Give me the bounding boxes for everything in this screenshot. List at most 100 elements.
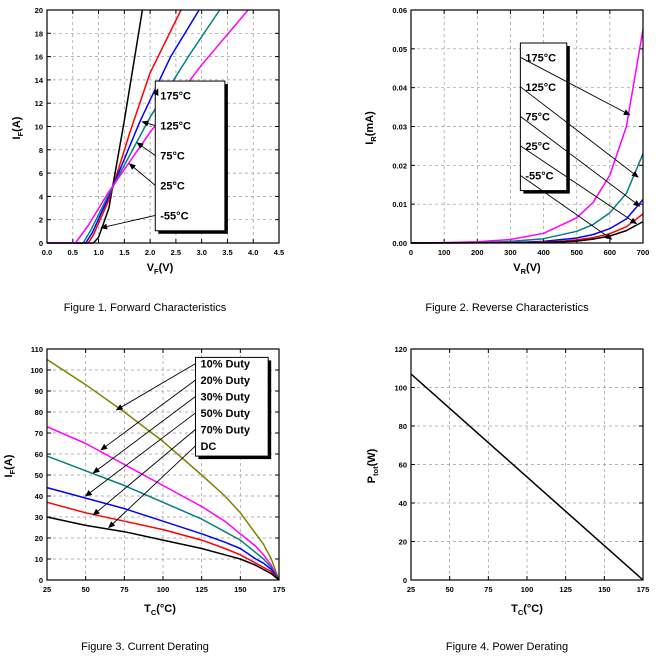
y-tick-label: 16: [35, 53, 43, 62]
x-axis-label: VF(V): [147, 262, 174, 276]
x-tick-label: 4.5: [274, 248, 284, 257]
x-tick-label: 0.0: [42, 248, 52, 257]
y-tick-label: 100: [30, 366, 43, 375]
legend-label: DC: [200, 441, 216, 453]
legend-label: 70% Duty: [200, 424, 250, 436]
legend-label: 75°C: [525, 111, 550, 123]
legend-label: 125°C: [160, 121, 191, 133]
chart-4: 25 50 75 100 125 150 175 0 20 40 60 80 100 120 TC(°C) P…: [366, 345, 649, 653]
plot-frame: [410, 9, 644, 244]
x-tick-label: 25: [43, 585, 51, 594]
y-tick-label: 10: [35, 123, 43, 132]
legend-label: 175°C: [160, 91, 191, 103]
legend-label: -55°C: [525, 170, 553, 182]
x-tick-label: 500: [570, 248, 583, 257]
y-tick-label: 110: [31, 345, 43, 354]
y-tick-label: 20: [35, 6, 43, 15]
y-tick-label: 8: [39, 146, 43, 155]
x-tick-label: 2.0: [145, 248, 155, 257]
plot-frame: [46, 9, 280, 244]
x-tick-label: 0: [409, 248, 413, 257]
x-tick-label: 125: [195, 585, 208, 594]
legend-arrow: [520, 115, 641, 207]
legend-label: 50% Duty: [200, 408, 250, 420]
series-line-4: [46, 486, 280, 581]
figure-caption: Figure 1. Forward Characteristics: [64, 302, 227, 314]
x-tick-label: 0.5: [68, 248, 78, 257]
x-tick-label: 150: [234, 585, 247, 594]
series-line-2: [46, 426, 280, 581]
legend-arrow: [520, 86, 639, 178]
y-tick-label: 60: [399, 461, 407, 470]
legend-label: 10% Duty: [200, 359, 250, 371]
y-tick-label: 90: [35, 387, 43, 396]
x-tick-label: 100: [157, 585, 170, 594]
legend-label: 125°C: [525, 82, 556, 94]
y-tick-label: 4: [39, 192, 44, 201]
legend-arrow: [100, 379, 196, 451]
legend-arrow: [92, 429, 196, 516]
y-tick-label: 20: [35, 534, 43, 543]
chart-1: 0.0 0.5 1.0 1.5 2.0 2.5 3.0 3.5 4.0 4.5 0 2 4 6 8 10 12 1…: [11, 6, 284, 314]
y-tick-label: 0.02: [392, 161, 407, 170]
x-axis-label: TC(°C): [144, 603, 176, 617]
y-tick-label: 50: [35, 471, 43, 480]
legend-label: 20% Duty: [200, 375, 250, 387]
series-line-1: [410, 373, 644, 581]
y-axis-label: Ptot(W): [366, 448, 380, 483]
y-tick-label: 14: [35, 76, 44, 85]
x-tick-label: 3.5: [222, 248, 232, 257]
x-tick-label: 100: [521, 585, 534, 594]
legend-label: -55°C: [160, 210, 188, 222]
y-tick-label: 40: [399, 499, 407, 508]
y-tick-label: 40: [35, 492, 43, 501]
legend-label: 25°C: [525, 141, 550, 153]
y-tick-label: 80: [35, 408, 43, 417]
x-axis-label: VR(V): [513, 262, 541, 276]
x-tick-label: 600: [604, 248, 617, 257]
x-tick-label: 3.0: [196, 248, 206, 257]
y-tick-label: 60: [35, 450, 43, 459]
x-tick-label: 100: [438, 248, 451, 257]
series-line-1: [46, 358, 280, 581]
y-tick-label: 0.06: [392, 6, 407, 15]
y-tick-label: 100: [394, 384, 407, 393]
y-axis-label: IF(A): [11, 116, 25, 139]
x-tick-label: 4.0: [248, 248, 258, 257]
y-tick-label: 0: [39, 576, 43, 585]
x-tick-label: 50: [445, 585, 453, 594]
legend-arrow: [520, 145, 638, 225]
figure-caption: Figure 2. Reverse Characteristics: [425, 302, 589, 314]
x-tick-label: 75: [120, 585, 128, 594]
figure-caption: Figure 3. Current Derating: [81, 641, 209, 653]
y-tick-label: 70: [35, 429, 43, 438]
y-tick-label: 18: [35, 29, 43, 38]
legend-arrow: [115, 363, 196, 411]
legend-arrow: [100, 214, 156, 230]
legend-arrow: [84, 412, 196, 497]
series-line-5: [46, 501, 280, 581]
legend-arrow: [108, 445, 196, 529]
legend-box: [194, 356, 269, 457]
legend-arrow: [136, 142, 156, 156]
y-tick-label: 0.03: [392, 123, 407, 132]
x-tick-label: 200: [471, 248, 484, 257]
legend-arrow: [141, 120, 156, 127]
x-tick-label: 1.0: [93, 248, 103, 257]
x-tick-label: 25: [407, 585, 415, 594]
y-tick-label: 80: [399, 422, 407, 431]
y-axis-label: IF(A): [3, 454, 17, 477]
legend-label: 25°C: [160, 180, 185, 192]
legend-arrow: [128, 163, 156, 186]
x-tick-label: 50: [81, 585, 89, 594]
figure-caption: Figure 4. Power Derating: [446, 641, 568, 653]
series-line-3: [46, 455, 280, 581]
x-axis-label: TC(°C): [511, 603, 543, 617]
legend-box: [154, 80, 226, 232]
y-tick-label: 20: [399, 538, 407, 547]
y-tick-label: 0.00: [392, 239, 407, 248]
y-tick-label: 0.05: [392, 45, 407, 54]
y-tick-label: 0.01: [392, 200, 407, 209]
plot-frame: [46, 348, 280, 581]
